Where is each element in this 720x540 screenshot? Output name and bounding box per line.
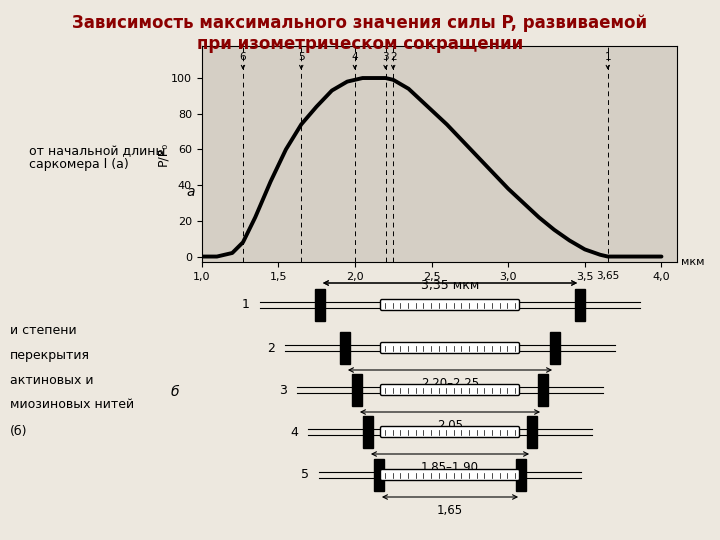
Text: 3,65: 3,65 — [596, 271, 619, 281]
Text: 1: 1 — [605, 52, 611, 62]
FancyBboxPatch shape — [380, 427, 520, 437]
Bar — [374, 459, 384, 491]
Bar — [527, 416, 537, 448]
Y-axis label: P/P₀: P/P₀ — [156, 142, 169, 166]
FancyBboxPatch shape — [380, 342, 520, 354]
Text: 2: 2 — [267, 341, 275, 354]
Text: от начальной длины: от начальной длины — [29, 145, 165, 158]
Text: 3: 3 — [382, 52, 389, 62]
Bar — [550, 332, 560, 364]
Text: и степени: и степени — [10, 323, 76, 336]
Text: б: б — [171, 385, 179, 399]
FancyBboxPatch shape — [380, 384, 520, 395]
Text: 1,65: 1,65 — [437, 504, 463, 517]
Bar — [363, 416, 373, 448]
Text: 1: 1 — [242, 299, 250, 312]
FancyBboxPatch shape — [380, 300, 520, 310]
FancyBboxPatch shape — [380, 469, 520, 481]
Bar — [516, 459, 526, 491]
Text: саркомера l (а): саркомера l (а) — [29, 158, 129, 171]
Bar — [352, 374, 362, 406]
Bar — [340, 332, 350, 364]
Text: 2,05: 2,05 — [437, 419, 463, 432]
Text: 3,35 мкм: 3,35 мкм — [420, 279, 480, 292]
Bar — [538, 374, 548, 406]
Text: миозиновых нитей: миозиновых нитей — [10, 399, 134, 411]
Text: перекрытия: перекрытия — [10, 348, 90, 361]
Text: мкм: мкм — [681, 257, 705, 267]
Text: (б): (б) — [10, 426, 27, 438]
Text: 4: 4 — [290, 426, 298, 438]
Text: Зависимость максимального значения силы P, развиваемой: Зависимость максимального значения силы … — [73, 14, 647, 31]
Text: а: а — [186, 185, 195, 199]
Text: 3: 3 — [279, 383, 287, 396]
Text: при изометрическом сокращении: при изометрическом сокращении — [197, 35, 523, 53]
Text: 5: 5 — [298, 52, 305, 62]
Text: актиновых и: актиновых и — [10, 374, 94, 387]
Text: 6: 6 — [240, 52, 246, 62]
Text: 5: 5 — [301, 469, 309, 482]
Text: 2: 2 — [390, 52, 397, 62]
Text: 4: 4 — [351, 52, 359, 62]
Bar — [575, 289, 585, 321]
Bar — [315, 289, 325, 321]
Text: 2,20–2,25: 2,20–2,25 — [421, 377, 479, 390]
Text: 1,85–1,90: 1,85–1,90 — [421, 461, 479, 474]
